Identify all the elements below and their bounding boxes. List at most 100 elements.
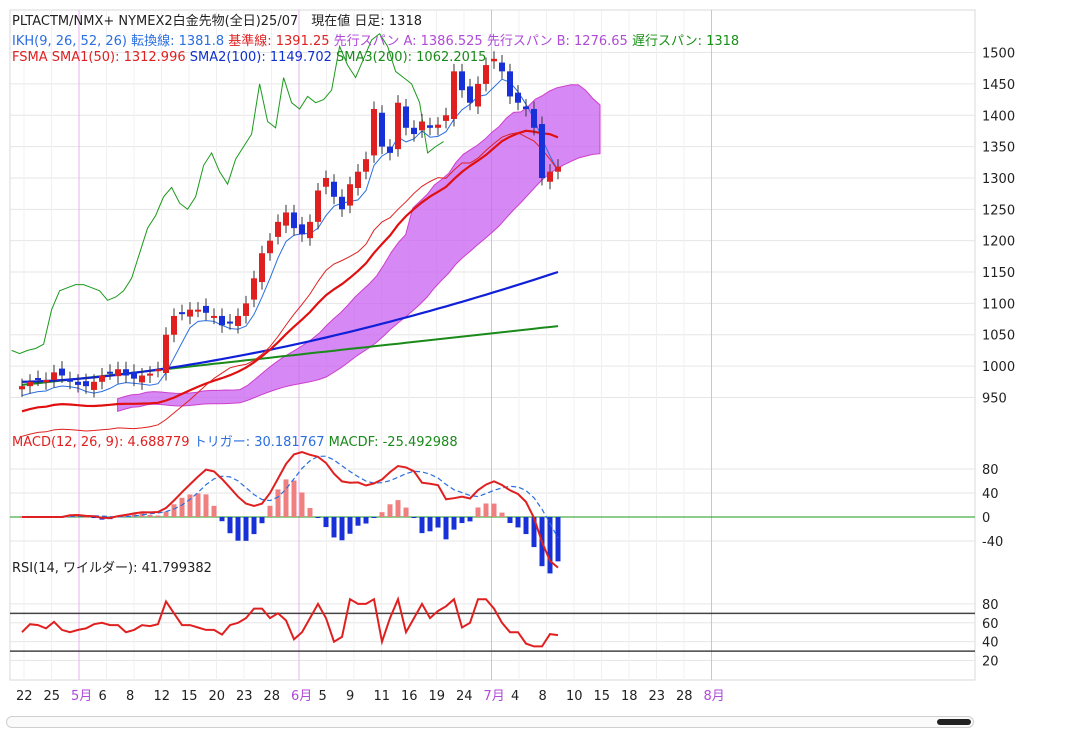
macd-histogram-bar	[347, 517, 353, 534]
macd-histogram-bar	[315, 517, 321, 518]
title-text: PLTACTM/NMX+ NYMEX2白金先物(全日)25/07 現在値 日足:…	[12, 14, 422, 29]
y-tick-label: 1250	[982, 203, 1015, 218]
macd-histogram-bar	[211, 505, 217, 517]
macd-histogram-bar	[307, 508, 313, 517]
candle-body	[323, 177, 329, 187]
ikh-span-b: 先行スパン B: 1276.65	[486, 34, 628, 49]
macd-histogram-bar	[155, 515, 161, 517]
macd-histogram-bar	[203, 494, 209, 517]
candle-body	[387, 146, 393, 153]
y-tick-label: 1150	[982, 266, 1015, 281]
macd-histogram-bar	[419, 517, 425, 534]
candle-body	[283, 212, 289, 226]
y-tick-label: 60	[982, 617, 999, 632]
macd-histogram-bar	[299, 492, 305, 517]
scrollbar-thumb[interactable]	[937, 719, 971, 725]
macd-histogram-bar	[403, 507, 409, 517]
candle-body	[179, 312, 185, 315]
candle-body	[235, 315, 241, 326]
y-tick-label: 1200	[982, 235, 1015, 250]
candle-body	[467, 86, 473, 103]
macd-histogram-bar	[451, 517, 457, 530]
candle-body	[35, 378, 41, 381]
x-tick-label: 5月	[71, 689, 92, 704]
candle-body	[307, 221, 313, 239]
candle-body	[523, 106, 529, 109]
x-tick-label: 4	[511, 689, 519, 704]
kijun-line	[21, 132, 559, 437]
macd-histogram-bar	[499, 512, 505, 517]
macd-histogram-bar	[323, 517, 329, 528]
macd-histogram-bar	[171, 504, 177, 517]
macd-histogram-bar	[475, 507, 481, 517]
macd-histogram-bar	[459, 517, 465, 524]
candle-body	[131, 371, 137, 379]
candle-body	[83, 381, 89, 387]
macd-histogram-bar	[547, 517, 553, 574]
candle-body	[499, 62, 505, 72]
macd-histogram-bar	[235, 517, 241, 541]
x-tick-label: 15	[594, 689, 611, 704]
candle-body	[531, 108, 537, 128]
macd-histogram-bar	[83, 516, 89, 518]
macd-histogram-bar	[219, 517, 225, 522]
sma2-line	[21, 270, 559, 383]
macd-histogram-bar	[507, 517, 513, 523]
candle-body	[43, 379, 49, 383]
y-tick-label: 1000	[982, 360, 1015, 375]
ikh-span-a: 先行スパン A: 1386.525	[333, 34, 483, 49]
candle-body	[203, 305, 209, 313]
y-tick-label: 1300	[982, 172, 1015, 187]
x-tick-label: 5	[319, 689, 327, 704]
macd-histogram-bar	[291, 480, 297, 517]
macd-histogram-bar	[411, 517, 417, 518]
candle-body	[555, 166, 561, 172]
y-tick-label: 20	[982, 655, 999, 670]
macd-label: MACD(12, 26, 9): 4.688779	[12, 435, 190, 450]
x-tick-label: 8月	[704, 689, 725, 704]
candle-body	[59, 368, 65, 376]
x-tick-label: 12	[154, 689, 171, 704]
plot-frame	[9, 9, 976, 681]
macd-histogram-bar	[275, 489, 281, 517]
tenkan-line	[21, 78, 559, 397]
candle-body	[475, 83, 481, 107]
candle-body	[163, 334, 169, 373]
macd-histogram-bar	[243, 517, 249, 541]
candle-body	[435, 124, 441, 128]
macd-histogram-bar	[259, 517, 265, 524]
candle-body	[19, 386, 25, 390]
candle-body	[147, 373, 153, 376]
candle-body	[67, 379, 73, 382]
macd-histogram-bar	[379, 512, 385, 517]
candle-body	[259, 253, 265, 283]
y-tick-label: 0	[982, 511, 990, 526]
candle-body	[299, 224, 305, 235]
candle-body	[411, 127, 417, 135]
x-tick-label: 10	[566, 689, 583, 704]
horizontal-scrollbar[interactable]	[6, 716, 974, 728]
candle-body	[339, 196, 345, 210]
x-tick-label: 19	[429, 689, 446, 704]
macd-histogram-bar	[227, 517, 233, 534]
x-tick-label: 6月	[291, 689, 312, 704]
candle-body	[267, 240, 273, 254]
candle-body	[371, 108, 377, 156]
candle-body	[251, 278, 257, 300]
macd-histogram-bar	[395, 500, 401, 517]
sma1-line	[21, 129, 559, 413]
x-tick-label: 7月	[484, 689, 505, 704]
macd-histogram-bar	[467, 517, 473, 522]
x-tick-label: 9	[346, 689, 354, 704]
candle-body	[427, 125, 433, 128]
macd-histogram-bar	[91, 517, 97, 518]
x-tick-label: 18	[621, 689, 638, 704]
candle-body	[419, 121, 425, 131]
candle-body	[291, 212, 297, 229]
macd-histogram-bar	[283, 479, 289, 517]
candle-body	[219, 315, 225, 326]
macd-histogram-bar	[251, 517, 257, 535]
ikh-label: IKH(9, 26, 52, 26)	[12, 34, 127, 49]
x-tick-label: 15	[181, 689, 198, 704]
macd-histogram-bar	[331, 517, 337, 538]
